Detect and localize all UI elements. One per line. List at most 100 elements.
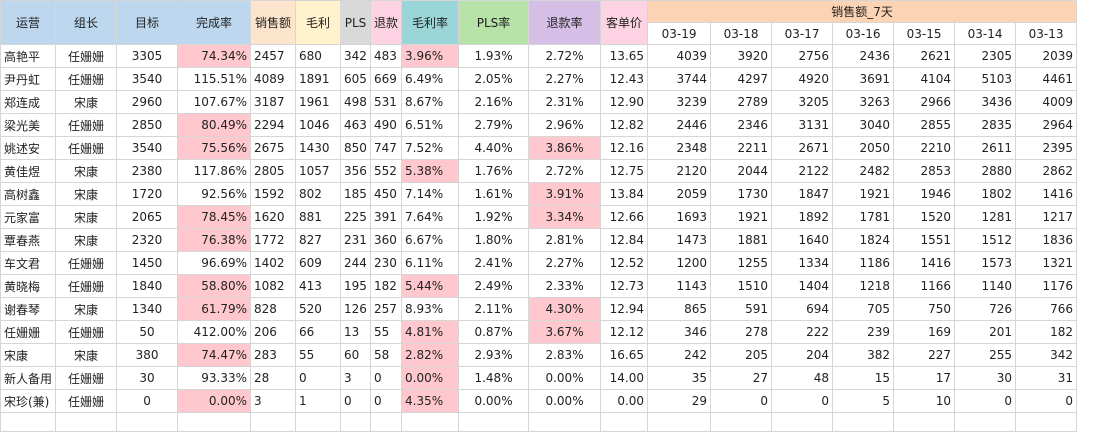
cell-avg-price[interactable]: 13.65: [600, 44, 649, 68]
cell-daily-sales[interactable]: 169: [893, 320, 956, 344]
cell-daily-sales[interactable]: 2305: [954, 44, 1017, 68]
cell-target[interactable]: 3540: [116, 67, 179, 91]
cell-daily-sales[interactable]: 4039: [647, 44, 712, 68]
cell-pls[interactable]: 185: [340, 182, 372, 206]
cell-daily-sales[interactable]: 278: [710, 320, 773, 344]
cell-daily-sales[interactable]: 201: [954, 320, 1017, 344]
cell-daily-sales[interactable]: 2756: [771, 44, 834, 68]
cell-refund-rate[interactable]: 2.27%: [528, 251, 602, 275]
cell-pls[interactable]: 244: [340, 251, 372, 275]
cell-margin[interactable]: 5.38%: [401, 159, 460, 183]
cell-refund[interactable]: 669: [370, 67, 403, 91]
cell-avg-price[interactable]: 12.84: [600, 228, 649, 252]
cell-daily-sales[interactable]: 2348: [647, 136, 712, 160]
cell-daily-sales[interactable]: 27: [710, 366, 773, 390]
cell-daily-sales[interactable]: 3263: [832, 90, 895, 114]
cell-pls[interactable]: 60: [340, 343, 372, 367]
cell-leader[interactable]: 任姗姗: [55, 389, 118, 413]
cell-refund-rate[interactable]: 2.96%: [528, 113, 602, 137]
cell-daily-sales[interactable]: 1781: [832, 205, 895, 229]
cell-ops[interactable]: 高艳平: [0, 44, 57, 68]
cell-daily-sales[interactable]: 2059: [647, 182, 712, 206]
cell-margin[interactable]: 7.14%: [401, 182, 460, 206]
cell-pls-rate[interactable]: 1.61%: [458, 182, 530, 206]
cell-pls-rate[interactable]: 1.92%: [458, 205, 530, 229]
empty-cell[interactable]: [893, 412, 956, 432]
cell-daily-sales[interactable]: 1166: [893, 274, 956, 298]
cell-ops[interactable]: 新人备用: [0, 366, 57, 390]
cell-refund[interactable]: 490: [370, 113, 403, 137]
empty-cell[interactable]: [647, 412, 712, 432]
cell-target[interactable]: 30: [116, 366, 179, 390]
cell-daily-sales[interactable]: 3920: [710, 44, 773, 68]
empty-cell[interactable]: [116, 412, 179, 432]
cell-daily-sales[interactable]: 1200: [647, 251, 712, 275]
cell-avg-price[interactable]: 12.94: [600, 297, 649, 321]
cell-sales[interactable]: 2805: [250, 159, 297, 183]
cell-sales[interactable]: 1772: [250, 228, 297, 252]
cell-pls[interactable]: 605: [340, 67, 372, 91]
cell-margin[interactable]: 7.64%: [401, 205, 460, 229]
cell-sales[interactable]: 828: [250, 297, 297, 321]
cell-refund-rate[interactable]: 2.72%: [528, 159, 602, 183]
cell-pls[interactable]: 498: [340, 90, 372, 114]
cell-margin[interactable]: 6.51%: [401, 113, 460, 137]
cell-daily-sales[interactable]: 1321: [1015, 251, 1078, 275]
cell-avg-price[interactable]: 12.52: [600, 251, 649, 275]
cell-daily-sales[interactable]: 29: [647, 389, 712, 413]
cell-leader[interactable]: 任姗姗: [55, 251, 118, 275]
cell-margin[interactable]: 6.11%: [401, 251, 460, 275]
cell-profit[interactable]: 1430: [295, 136, 342, 160]
cell-daily-sales[interactable]: 750: [893, 297, 956, 321]
cell-leader[interactable]: 宋康: [55, 159, 118, 183]
cell-profit[interactable]: 413: [295, 274, 342, 298]
cell-ops[interactable]: 梁光美: [0, 113, 57, 137]
cell-daily-sales[interactable]: 2621: [893, 44, 956, 68]
empty-cell[interactable]: [528, 412, 602, 432]
cell-daily-sales[interactable]: 1255: [710, 251, 773, 275]
header-sales[interactable]: 销售额: [250, 0, 297, 45]
cell-leader[interactable]: 任姗姗: [55, 113, 118, 137]
cell-profit[interactable]: 66: [295, 320, 342, 344]
cell-profit[interactable]: 1961: [295, 90, 342, 114]
cell-daily-sales[interactable]: 2880: [954, 159, 1017, 183]
cell-sales[interactable]: 1402: [250, 251, 297, 275]
cell-avg-price[interactable]: 12.75: [600, 159, 649, 183]
cell-daily-sales[interactable]: 1847: [771, 182, 834, 206]
cell-pls[interactable]: 225: [340, 205, 372, 229]
cell-daily-sales[interactable]: 2853: [893, 159, 956, 183]
cell-daily-sales[interactable]: 1217: [1015, 205, 1078, 229]
cell-ops[interactable]: 宋康: [0, 343, 57, 367]
cell-completion[interactable]: 74.34%: [177, 44, 252, 68]
cell-target[interactable]: 1840: [116, 274, 179, 298]
cell-daily-sales[interactable]: 0: [1015, 389, 1078, 413]
cell-daily-sales[interactable]: 2789: [710, 90, 773, 114]
cell-daily-sales[interactable]: 1510: [710, 274, 773, 298]
cell-pls[interactable]: 13: [340, 320, 372, 344]
cell-target[interactable]: 380: [116, 343, 179, 367]
cell-margin[interactable]: 6.49%: [401, 67, 460, 91]
cell-daily-sales[interactable]: 3131: [771, 113, 834, 137]
cell-pls-rate[interactable]: 2.05%: [458, 67, 530, 91]
cell-daily-sales[interactable]: 204: [771, 343, 834, 367]
cell-daily-sales[interactable]: 1281: [954, 205, 1017, 229]
cell-daily-sales[interactable]: 15: [832, 366, 895, 390]
cell-completion[interactable]: 412.00%: [177, 320, 252, 344]
cell-target[interactable]: 3305: [116, 44, 179, 68]
cell-daily-sales[interactable]: 242: [647, 343, 712, 367]
cell-pls-rate[interactable]: 2.93%: [458, 343, 530, 367]
cell-refund-rate[interactable]: 2.72%: [528, 44, 602, 68]
cell-daily-sales[interactable]: 1176: [1015, 274, 1078, 298]
empty-cell[interactable]: [954, 412, 1017, 432]
cell-daily-sales[interactable]: 2039: [1015, 44, 1078, 68]
cell-daily-sales[interactable]: 1143: [647, 274, 712, 298]
header-pls-rate[interactable]: PLS率: [458, 0, 530, 45]
cell-daily-sales[interactable]: 0: [771, 389, 834, 413]
cell-daily-sales[interactable]: 1730: [710, 182, 773, 206]
cell-pls[interactable]: 126: [340, 297, 372, 321]
cell-profit[interactable]: 881: [295, 205, 342, 229]
cell-daily-sales[interactable]: 1921: [710, 205, 773, 229]
header-date[interactable]: 03-14: [954, 22, 1017, 45]
cell-avg-price[interactable]: 12.66: [600, 205, 649, 229]
cell-pls-rate[interactable]: 1.76%: [458, 159, 530, 183]
